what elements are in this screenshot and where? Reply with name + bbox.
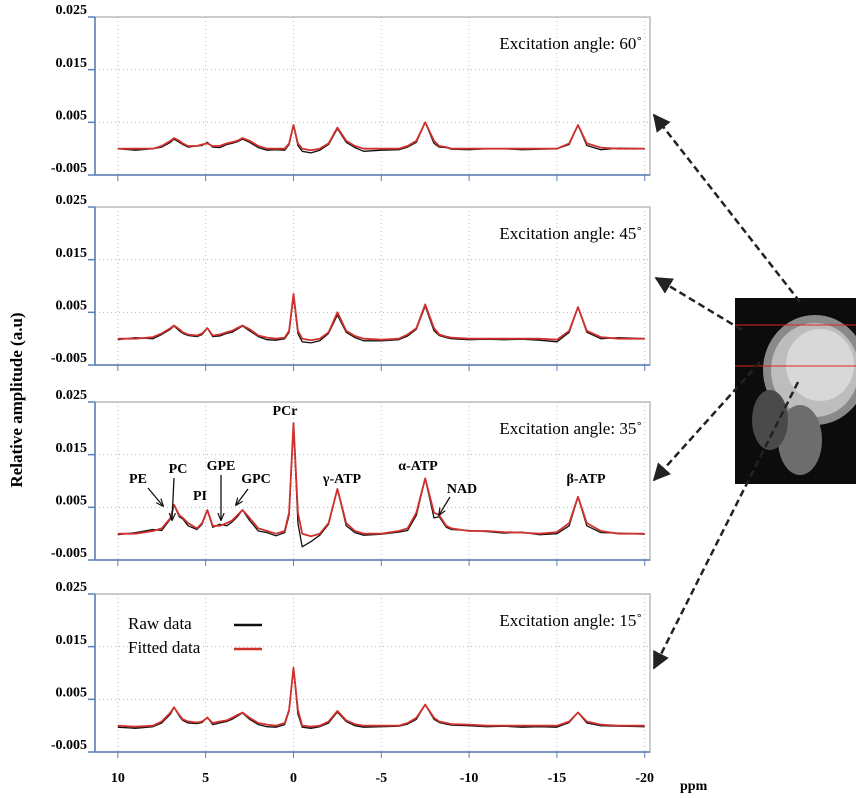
x-axis-unit: ppm [680,779,708,794]
y-tick-label: 0.025 [56,3,88,18]
series-line [117,666,645,728]
panel: -0.005 0.005 0.015 0.025 Excitation angle: 4… [51,193,651,371]
y-tick-label: 0.005 [56,109,88,124]
series-line [117,293,645,342]
y-tick-label: -0.005 [51,161,87,176]
arrows [652,113,801,670]
y-tick-label: 0.005 [56,686,88,701]
panel-title: Excitation angle: 35˚ [499,419,642,438]
legend-label: Fitted data [128,638,201,657]
y-tick-label: 0.015 [56,633,88,648]
x-tick-label: -10 [460,771,479,786]
y-tick-label: 0.015 [56,246,88,261]
x-tick-label: 10 [111,771,125,786]
y-tick-label: 0.005 [56,494,88,509]
y-tick-label: 0.025 [56,193,88,208]
panel: -0.005 0.005 0.015 0.025 Excitation angle: 6… [51,3,651,181]
y-tick-label: 0.015 [56,441,88,456]
series-line [117,422,645,548]
panel: 10 5 0 -5 -10 -15 -20 -0.005 0.005 0.015 0.025 Exci… [51,580,654,786]
peak-label: GPE [207,459,236,474]
x-tick-label: -5 [375,771,387,786]
legend-label: Raw data [128,614,192,633]
panel: -0.005 0.005 0.015 0.025 Excitation angle: 3… [51,388,651,566]
series-line [117,121,645,152]
peak-label: β-ATP [567,472,606,487]
peak-arrow [439,496,451,515]
peak-label: PCr [273,404,298,419]
peak-arrow [172,477,174,520]
peak-label: α-ATP [398,459,438,474]
y-tick-label: 0.015 [56,56,88,71]
y-axis-label: Relative amplitude (a.u) [7,312,26,487]
y-tick-label: 0.005 [56,299,88,314]
panel-title: Excitation angle: 15˚ [499,611,642,630]
peak-arrow [147,487,163,506]
x-tick-label: 0 [290,771,297,786]
x-tick-label: -15 [548,771,567,786]
peak-label: PI [193,489,207,504]
peak-label: PE [129,472,147,487]
y-tick-label: -0.005 [51,546,87,561]
y-tick-label: 0.025 [56,388,88,403]
peak-label: γ-ATP [322,472,362,487]
peak-arrow [236,488,249,505]
peak-label: NAD [447,482,477,497]
y-tick-label: -0.005 [51,351,87,366]
x-tick-label: 5 [202,771,209,786]
series-line [117,422,645,538]
y-tick-label: 0.025 [56,580,88,595]
panel-title: Excitation angle: 60˚ [499,34,642,53]
panel-title: Excitation angle: 45˚ [499,224,642,243]
mri-image [735,298,856,484]
series-line [117,295,645,344]
peak-label: PC [169,462,188,477]
peak-label: GPC [241,472,271,487]
x-tick-label: -20 [635,771,654,786]
y-tick-label: -0.005 [51,738,87,753]
